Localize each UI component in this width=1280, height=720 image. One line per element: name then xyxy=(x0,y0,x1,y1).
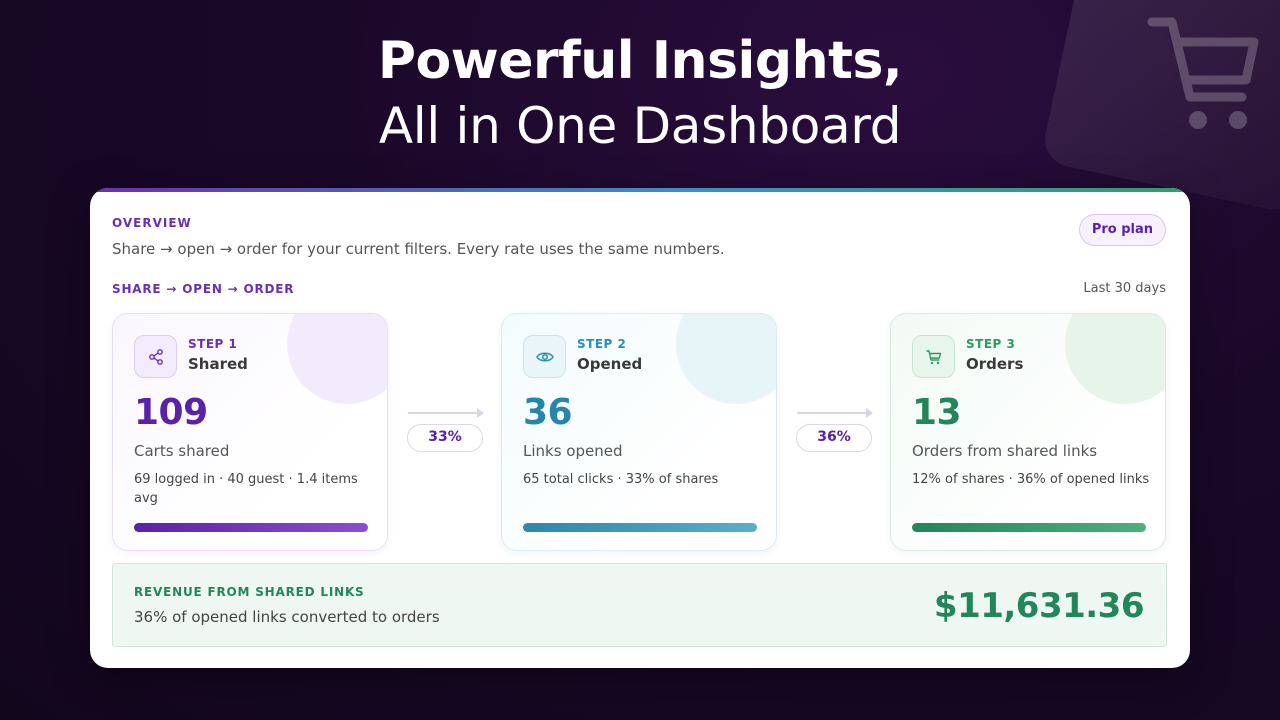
step-metric-label: Links opened xyxy=(523,442,623,460)
hero-title-line2: All in One Dashboard xyxy=(378,97,902,155)
step-progress-bar xyxy=(523,523,757,532)
step-name: Shared xyxy=(188,355,248,373)
cart-icon xyxy=(912,335,955,378)
step-progress-bar xyxy=(912,523,1146,532)
panel-accent-bar xyxy=(90,188,1190,192)
step-number: STEP 2 xyxy=(577,337,627,351)
step-metric-detail: 69 logged in · 40 guest · 1.4 items avg xyxy=(134,472,358,506)
hero-title-line1: Powerful Insights, xyxy=(377,31,903,91)
conversion-rate-share-to-open: 33% xyxy=(407,424,483,452)
revenue-subtitle: 36% of opened links converted to orders xyxy=(134,608,440,626)
funnel-arrow xyxy=(406,408,484,436)
step-card-opened: STEP 2 Opened 36 Links opened 65 total c… xyxy=(501,313,777,551)
revenue-summary: REVENUE FROM SHARED LINKS 36% of opened … xyxy=(112,563,1167,647)
hero-heading: Powerful Insights, All in One Dashboard xyxy=(0,28,1280,158)
eye-icon xyxy=(523,335,566,378)
share-icon xyxy=(134,335,177,378)
step-progress-bar xyxy=(134,523,368,532)
plan-badge[interactable]: Pro plan xyxy=(1078,214,1166,246)
step-value: 36 xyxy=(523,392,573,433)
step-number: STEP 3 xyxy=(966,337,1016,351)
step-value: 13 xyxy=(912,392,962,433)
conversion-rate-open-to-order: 36% xyxy=(796,424,872,452)
dashboard-panel: OVERVIEW Share → open → order for your c… xyxy=(90,188,1190,668)
card-decoration xyxy=(287,314,387,404)
step-card-orders: STEP 3 Orders 13 Orders from shared link… xyxy=(890,313,1166,551)
card-decoration xyxy=(676,314,776,404)
step-metric-detail: 12% of shares · 36% of opened links xyxy=(912,472,1150,487)
funnel-label: SHARE → OPEN → ORDER xyxy=(112,282,295,296)
card-decoration xyxy=(1065,314,1165,404)
revenue-label: REVENUE FROM SHARED LINKS xyxy=(134,585,365,599)
step-number: STEP 1 xyxy=(188,337,238,351)
step-value: 109 xyxy=(134,392,208,433)
step-name: Orders xyxy=(966,355,1024,373)
overview-label: OVERVIEW xyxy=(112,216,192,230)
step-metric-label: Orders from shared links xyxy=(912,442,1098,460)
funnel-arrow xyxy=(795,408,873,436)
overview-subtitle: Share → open → order for your current fi… xyxy=(112,240,725,258)
step-name: Opened xyxy=(577,355,643,373)
step-metric-detail: 65 total clicks · 33% of shares xyxy=(523,472,719,487)
step-metric-label: Carts shared xyxy=(134,442,230,460)
step-card-shared: STEP 1 Shared 109 Carts shared 69 logged… xyxy=(112,313,388,551)
date-range-label: Last 30 days xyxy=(1083,281,1166,296)
revenue-amount: $11,631.36 xyxy=(933,586,1145,626)
cart-background-icon xyxy=(1147,17,1259,129)
